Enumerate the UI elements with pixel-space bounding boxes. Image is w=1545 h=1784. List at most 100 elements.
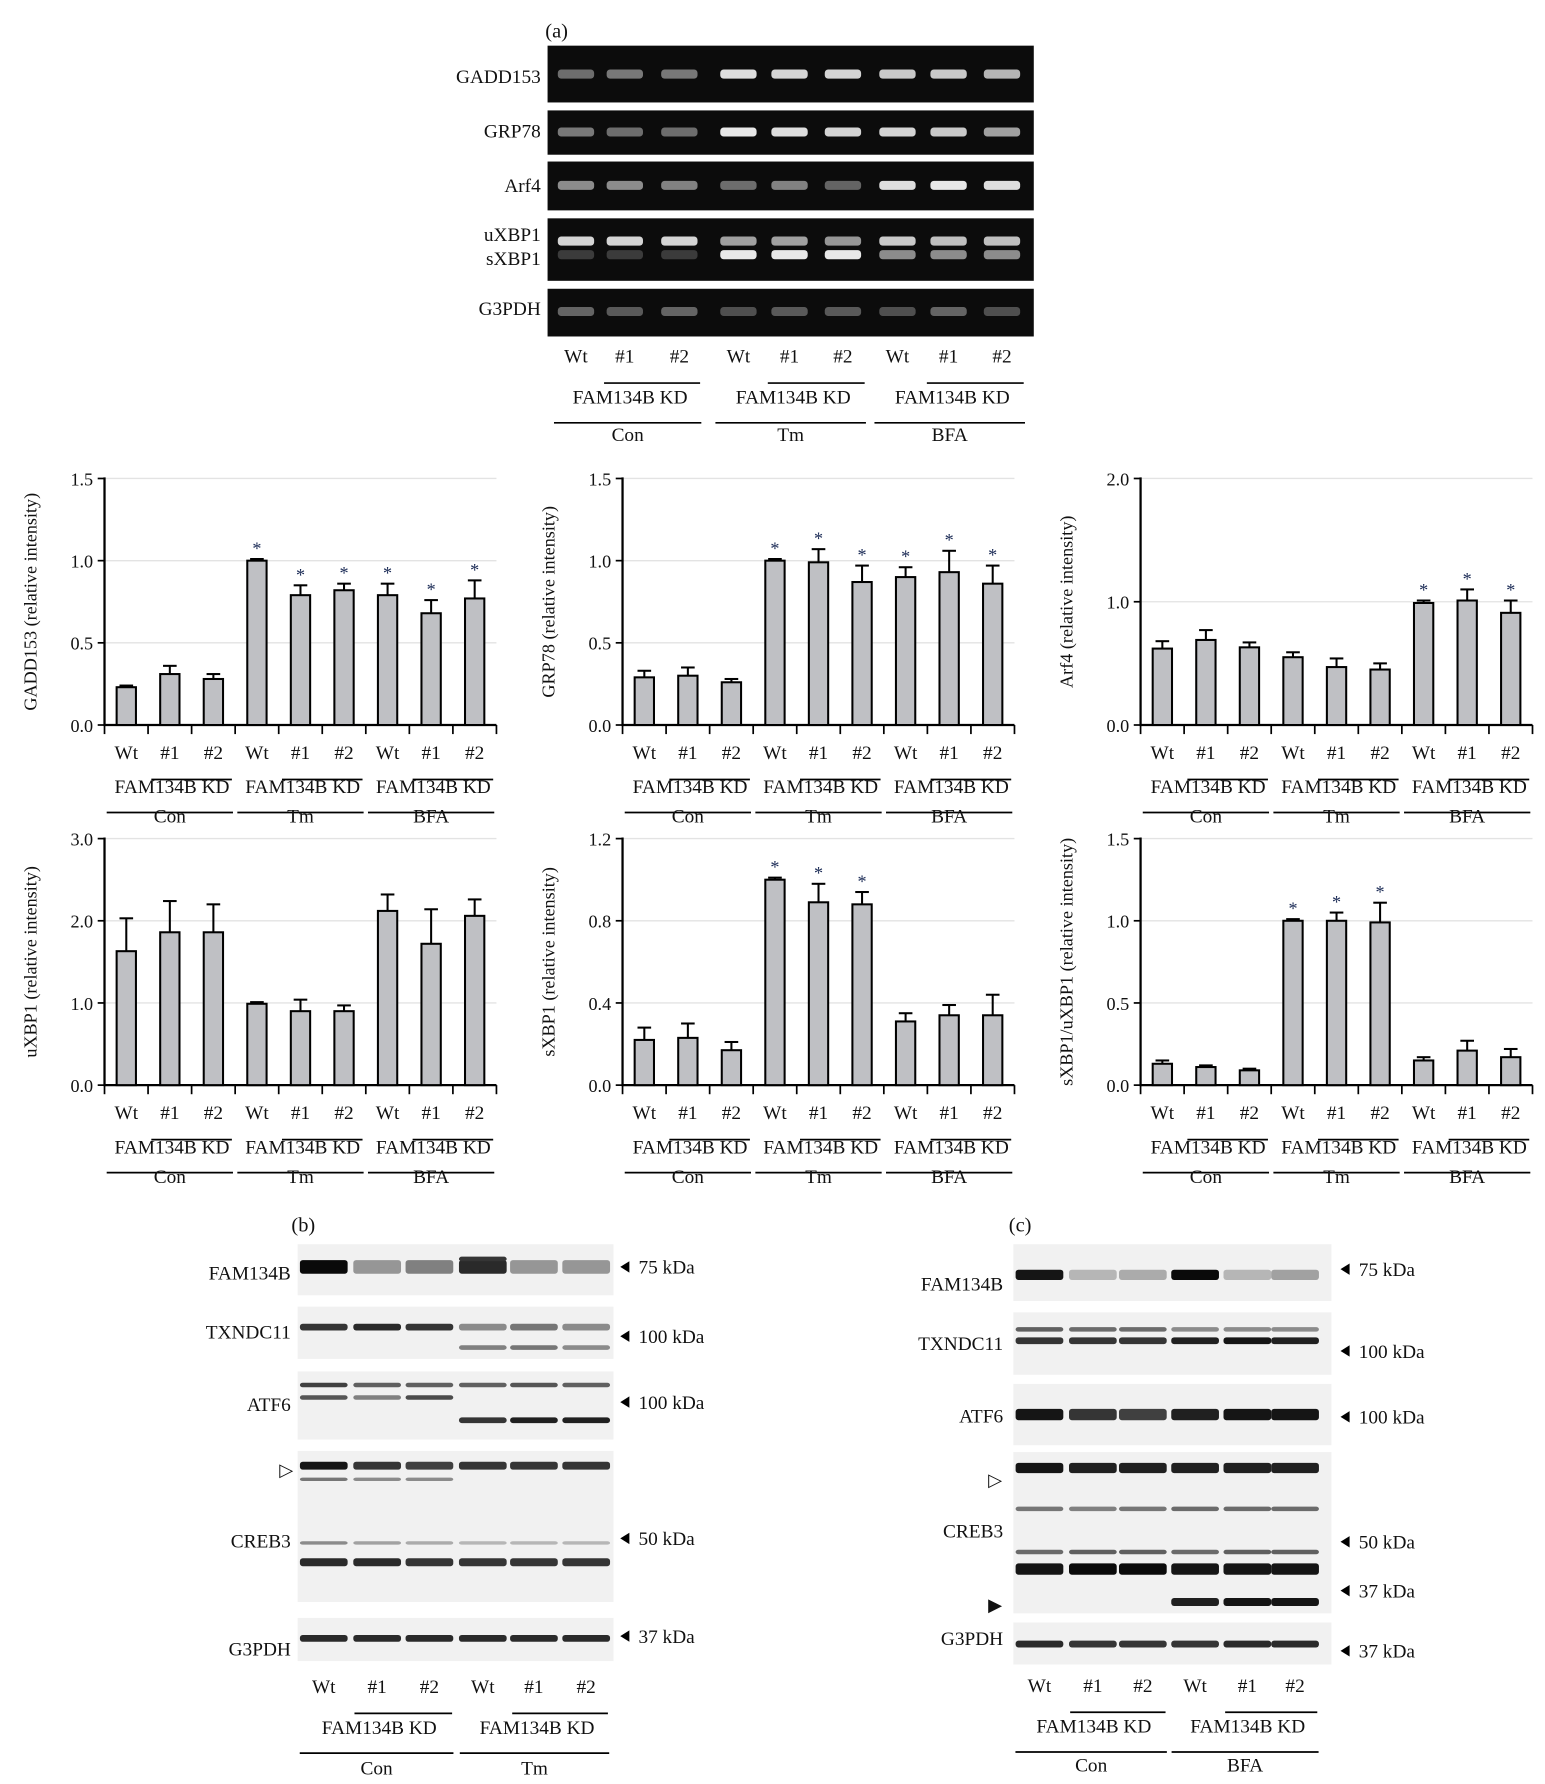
blot-band bbox=[1118, 1640, 1167, 1648]
lane-label: #2 bbox=[1501, 1103, 1520, 1124]
y-axis-label: GADD153 (relative intensity) bbox=[20, 493, 41, 711]
bar bbox=[633, 676, 655, 727]
gel-band bbox=[606, 127, 643, 137]
gel-band bbox=[983, 236, 1021, 246]
blot-band bbox=[1015, 1327, 1064, 1332]
blot-band bbox=[510, 1260, 558, 1274]
lane-label: Wt bbox=[1028, 1676, 1052, 1697]
bar bbox=[764, 559, 786, 727]
blot-band bbox=[1171, 1269, 1219, 1280]
group-label: Con bbox=[361, 1759, 394, 1780]
y-tick-label: 1.5 bbox=[1107, 829, 1130, 849]
blot-row-label: CREB3 bbox=[231, 1531, 291, 1552]
blot-band bbox=[1223, 1269, 1272, 1280]
bar bbox=[202, 931, 225, 1087]
group-label: BFA bbox=[1449, 807, 1485, 828]
blot-band bbox=[405, 1260, 454, 1274]
blot-band bbox=[1015, 1462, 1064, 1474]
blot-band bbox=[562, 1382, 611, 1388]
lane-label: #2 bbox=[1240, 1103, 1259, 1124]
gel-row-label: GRP78 bbox=[484, 122, 541, 143]
gel-band bbox=[557, 236, 595, 246]
blot-band bbox=[405, 1634, 454, 1642]
bar bbox=[851, 581, 873, 727]
bar bbox=[420, 942, 442, 1087]
blot-band bbox=[1069, 1269, 1117, 1280]
blot-band bbox=[353, 1477, 402, 1482]
blot-band bbox=[1271, 1462, 1319, 1474]
size-marker: 37 kDa bbox=[638, 1627, 695, 1648]
gel-background bbox=[547, 218, 1034, 281]
blot-band bbox=[458, 1558, 507, 1567]
lane-label: #1 bbox=[809, 1103, 828, 1124]
lane-label: #1 bbox=[940, 743, 959, 764]
blot-row bbox=[1013, 1452, 1332, 1614]
bar bbox=[1151, 647, 1174, 727]
gel-band bbox=[720, 250, 757, 260]
blot-row-label: G3PDH bbox=[941, 1629, 1003, 1650]
blot-band bbox=[510, 1541, 558, 1545]
gel-row-grp78 bbox=[547, 110, 1034, 155]
marker-arrow-icon bbox=[620, 1261, 630, 1273]
blot-band bbox=[353, 1382, 402, 1388]
blot-band bbox=[1171, 1462, 1219, 1474]
marker-arrow-icon bbox=[1340, 1263, 1350, 1275]
y-tick-label: 0.0 bbox=[1107, 1076, 1130, 1096]
blot-row bbox=[297, 1450, 614, 1603]
blot-background bbox=[297, 1617, 614, 1662]
group-label: Con bbox=[1190, 1167, 1223, 1188]
lane-label: Wt bbox=[376, 1103, 400, 1124]
lane-label: #2 bbox=[1285, 1676, 1304, 1697]
kd-label: FAM134B KD bbox=[376, 777, 491, 798]
blot-band bbox=[1271, 1408, 1319, 1421]
lane-label: #2 bbox=[983, 743, 1002, 764]
kd-label: FAM134B KD bbox=[245, 777, 360, 798]
gel-band bbox=[879, 69, 916, 79]
blot-band bbox=[1069, 1640, 1117, 1648]
size-marker: 37 kDa bbox=[1359, 1581, 1416, 1602]
y-tick-label: 3.0 bbox=[70, 829, 93, 849]
significance-marker: * bbox=[383, 563, 392, 583]
gel-band bbox=[720, 180, 757, 190]
blot-band bbox=[299, 1395, 348, 1400]
lane-label: #2 bbox=[1370, 743, 1389, 764]
blot-band bbox=[405, 1558, 454, 1567]
significance-marker: * bbox=[1376, 882, 1385, 902]
blot-band bbox=[1015, 1506, 1064, 1512]
gel-band bbox=[983, 69, 1021, 79]
kd-label: FAM134B KD bbox=[1281, 777, 1396, 798]
group-label: BFA bbox=[1449, 1167, 1485, 1188]
blot-band bbox=[562, 1634, 611, 1642]
lane-label: #2 bbox=[983, 1103, 1002, 1124]
bar bbox=[1195, 1066, 1217, 1087]
gel-band bbox=[983, 180, 1021, 190]
blot-band bbox=[299, 1323, 348, 1331]
blot-band bbox=[1271, 1337, 1319, 1345]
bar bbox=[1151, 1062, 1174, 1087]
blot-band bbox=[353, 1323, 402, 1331]
lane-label: #1 bbox=[615, 347, 634, 368]
blot-band bbox=[1118, 1549, 1167, 1555]
lane-label: #2 bbox=[992, 347, 1011, 368]
y-tick-label: 1.0 bbox=[588, 551, 611, 571]
gel-band bbox=[983, 306, 1021, 317]
blot-band bbox=[1015, 1549, 1064, 1555]
kd-label: FAM134B KD bbox=[376, 1137, 491, 1158]
blot-background bbox=[297, 1244, 614, 1296]
blot-band bbox=[353, 1558, 402, 1567]
group-label: BFA bbox=[931, 807, 967, 828]
blot-row bbox=[297, 1371, 614, 1440]
blot-band bbox=[1069, 1506, 1117, 1512]
kd-label: FAM134B KD bbox=[894, 1137, 1009, 1158]
blot-band bbox=[510, 1345, 558, 1350]
group-label: Tm bbox=[805, 807, 832, 828]
y-tick-label: 0.4 bbox=[588, 994, 611, 1014]
kd-label: FAM134B KD bbox=[895, 388, 1010, 409]
blot-band bbox=[353, 1541, 402, 1545]
gel-band bbox=[879, 127, 916, 137]
gel-band bbox=[771, 306, 808, 317]
blot-band bbox=[1223, 1549, 1272, 1555]
blot-band bbox=[1069, 1462, 1117, 1474]
blot-row bbox=[1013, 1622, 1332, 1665]
y-tick-label: 0.8 bbox=[588, 912, 611, 932]
